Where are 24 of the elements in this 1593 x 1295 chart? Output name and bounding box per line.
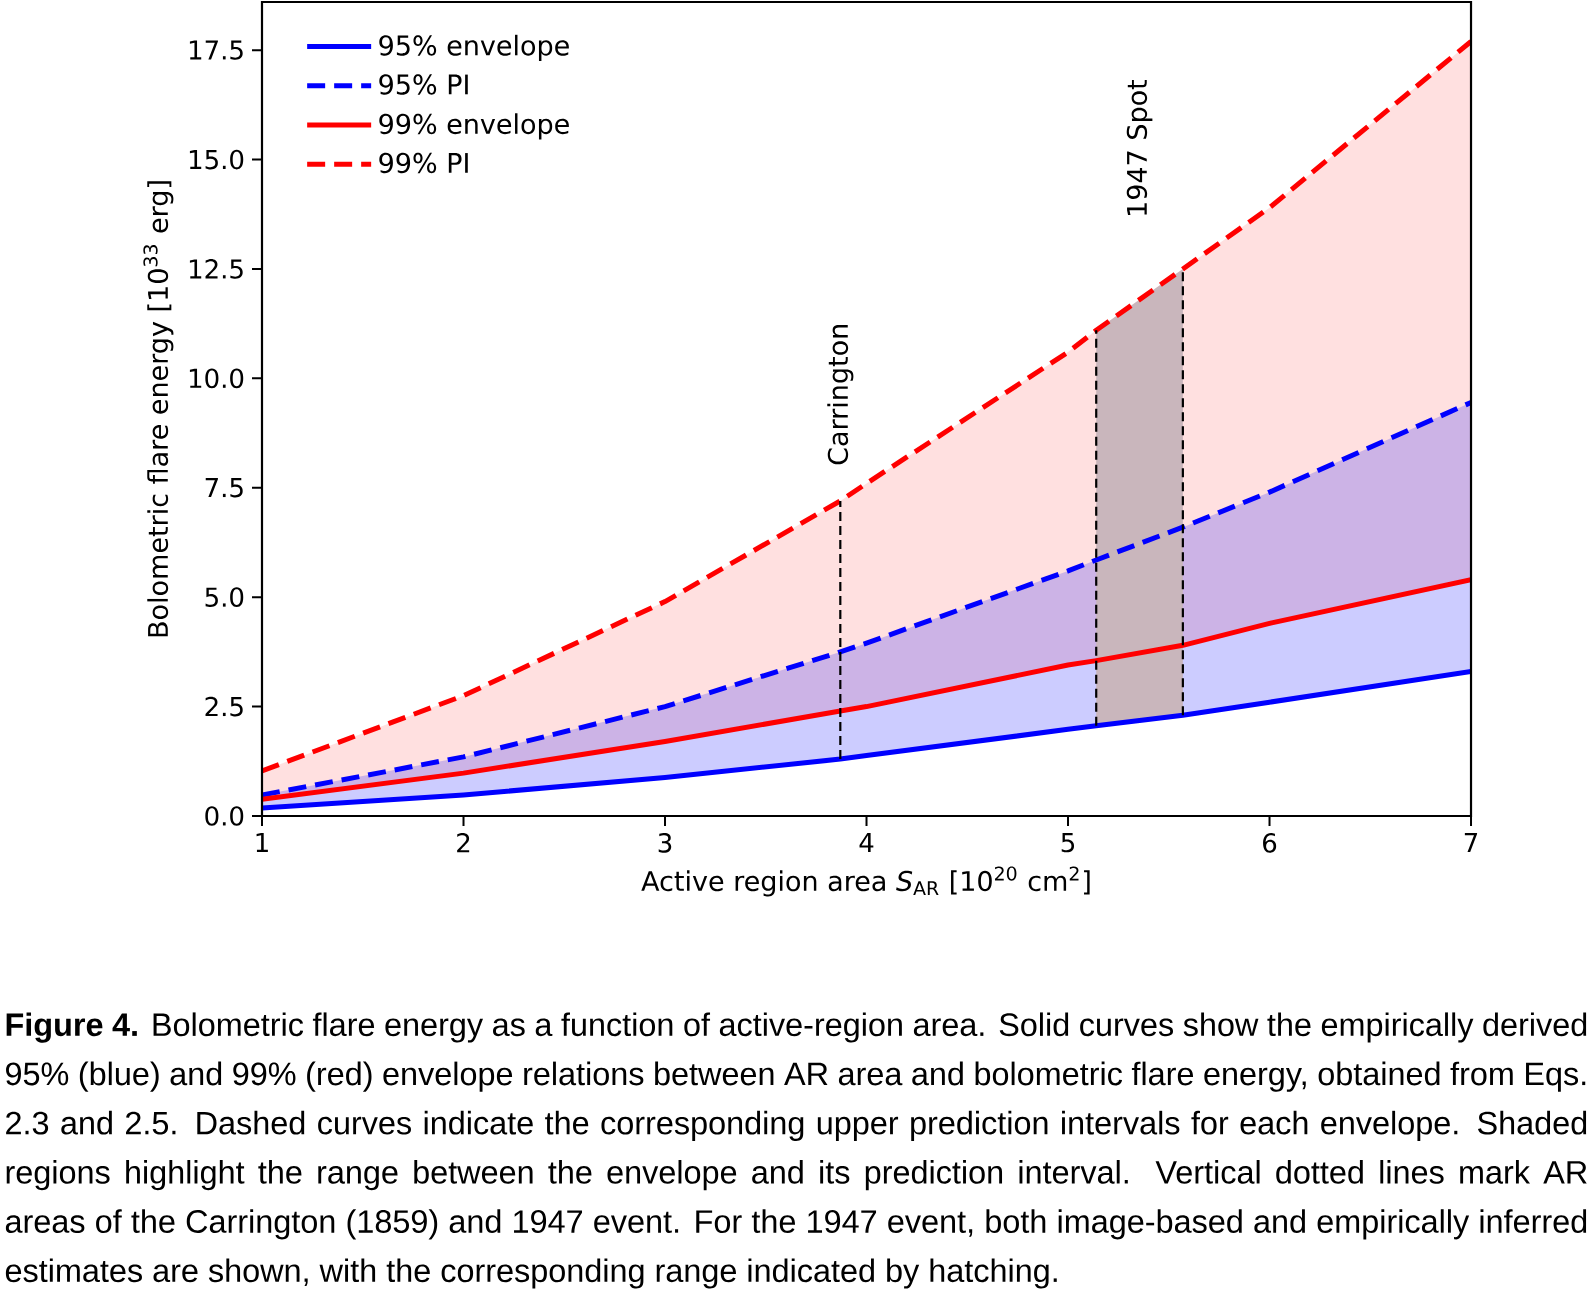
legend-label: 95% PI <box>379 74 468 95</box>
x-tick-label: 3 <box>658 833 672 853</box>
x-tick-label: 4 <box>859 833 874 852</box>
x-tick-label: 7 <box>1464 833 1478 852</box>
legend-label: 95% envelope <box>379 34 569 61</box>
y-tick-label: 0.0 <box>205 806 244 826</box>
legend-label: 99% PI <box>379 152 468 174</box>
y-axis-title: Bolometric flare energy [10$^{33}$ erg] <box>143 181 174 637</box>
y-tick-label: 7.5 <box>205 478 243 498</box>
band-label: 1947 Spot <box>1126 79 1153 215</box>
legend-label: 99% envelope <box>379 113 569 140</box>
x-tick-label: 6 <box>1263 833 1277 853</box>
y-tick-label: 10.0 <box>189 368 244 389</box>
y-tick-label: 5.0 <box>205 587 244 608</box>
ref-line-label: Carrington <box>827 325 854 465</box>
text: Figure 4. Bolometric flare energy as a function of active-region area. Solid curves show the empirically derived 95% (blue) and 99% (red) envelope relations between AR area and bolometric flare energy, obtained from Eqs. 2.3 and 2.5. Dashed curves indicate the corresponding upper prediction intervals for each envelope. Shaded regions highlight the range between the envelope and its prediction interval. Vertical dotted lines mark AR areas of the Carrington (1859) and 1947 event. For the 1947 event, both image-based and empirically inferred estimates are shown, with the corresponding range indicated by hatching. <box>5 1012 1587 1289</box>
x-tick-label: 2 <box>457 833 470 853</box>
y-tick-label: 2.5 <box>205 696 243 717</box>
y-tick-label: 15.0 <box>189 149 244 170</box>
x-axis-title: Active region area S$_{AR}$ [10$^{20}$ cm$^{2}$] <box>641 866 1090 897</box>
y-tick-label: 12.5 <box>189 259 243 279</box>
x-tick-label: 1 <box>256 833 268 852</box>
x-tick-label: 5 <box>1061 833 1075 853</box>
y-tick-label: 17.5 <box>189 40 243 60</box>
